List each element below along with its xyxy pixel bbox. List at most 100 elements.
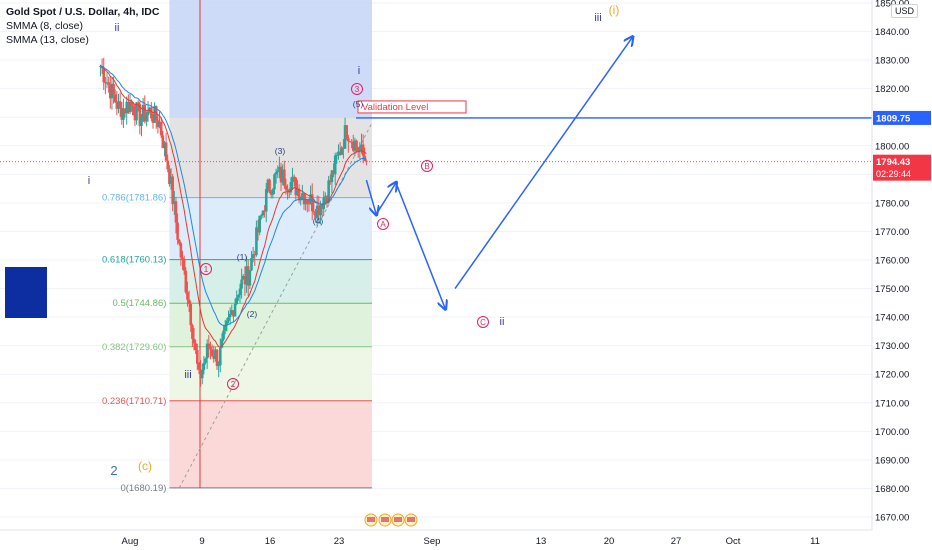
candle-body[interactable]: [148, 107, 151, 112]
candle-body[interactable]: [237, 295, 240, 298]
candle-body[interactable]: [264, 189, 268, 212]
candle-body[interactable]: [133, 115, 137, 121]
candle-body[interactable]: [281, 169, 284, 183]
candle-body[interactable]: [151, 118, 155, 123]
candle-body[interactable]: [289, 182, 293, 193]
candle-body[interactable]: [209, 346, 212, 350]
candle-body[interactable]: [112, 83, 115, 95]
candle-body[interactable]: [131, 105, 135, 116]
candle-body[interactable]: [266, 179, 270, 190]
candle-body[interactable]: [107, 82, 110, 85]
candle-body[interactable]: [169, 176, 173, 184]
candle-body[interactable]: [164, 142, 168, 161]
indicator-smma-8[interactable]: SMMA (8, close): [6, 20, 84, 32]
candle-body[interactable]: [356, 147, 360, 152]
candle-body[interactable]: [287, 189, 291, 193]
wave-label-roman[interactable]: iii: [184, 369, 191, 381]
wave-label-roman[interactable]: ii: [115, 22, 120, 34]
candle-body[interactable]: [343, 125, 347, 149]
candle-body[interactable]: [102, 68, 106, 83]
candle-body[interactable]: [143, 104, 147, 122]
candle-body[interactable]: [253, 254, 257, 256]
wave-label-circled-1[interactable]: 1: [204, 265, 209, 274]
candle-body[interactable]: [283, 169, 286, 186]
projection-arrow-3[interactable]: [395, 182, 445, 309]
candle-body[interactable]: [177, 239, 181, 244]
candle-body[interactable]: [220, 339, 224, 348]
candle-body[interactable]: [166, 160, 170, 170]
candle-body[interactable]: [158, 121, 161, 128]
candle-body[interactable]: [276, 170, 280, 173]
candle-body[interactable]: [319, 205, 322, 216]
candle-body[interactable]: [115, 102, 119, 109]
wave-label-minor[interactable]: (2): [247, 309, 258, 319]
candle-body[interactable]: [315, 205, 319, 219]
candle-body[interactable]: [263, 210, 266, 212]
candle-body[interactable]: [135, 102, 138, 121]
candle-body[interactable]: [279, 166, 283, 183]
candle-body[interactable]: [256, 227, 260, 233]
candle-body[interactable]: [294, 177, 298, 196]
candle-body[interactable]: [113, 94, 117, 103]
candle-body[interactable]: [189, 303, 193, 326]
candle-body[interactable]: [332, 170, 335, 175]
candle-body[interactable]: [207, 343, 211, 347]
candle-body[interactable]: [301, 193, 304, 197]
candle-body[interactable]: [307, 203, 311, 205]
candle-body[interactable]: [171, 176, 174, 205]
candle-body[interactable]: [125, 101, 129, 114]
candle-body[interactable]: [104, 82, 107, 84]
candle-body[interactable]: [159, 121, 163, 136]
candle-body[interactable]: [304, 199, 307, 205]
candle-body[interactable]: [255, 227, 258, 256]
indicator-smma-13[interactable]: SMMA (13, close): [6, 34, 89, 46]
candle-body[interactable]: [200, 369, 204, 379]
candle-body[interactable]: [248, 270, 252, 286]
candle-body[interactable]: [250, 258, 253, 271]
candle-body[interactable]: [338, 151, 342, 155]
wave-label-orange[interactable]: (i): [609, 3, 620, 17]
projection-arrow-1[interactable]: [365, 179, 376, 214]
candle-body[interactable]: [317, 205, 321, 216]
candle-body[interactable]: [136, 102, 140, 105]
candle-body[interactable]: [225, 320, 229, 326]
candle-body[interactable]: [233, 304, 237, 317]
candle-body[interactable]: [337, 151, 340, 156]
candle-body[interactable]: [273, 174, 276, 190]
candle-body[interactable]: [348, 141, 352, 143]
candle-body[interactable]: [212, 355, 216, 359]
candle-body[interactable]: [215, 349, 219, 366]
candle-body[interactable]: [191, 325, 194, 339]
candle-body[interactable]: [240, 279, 243, 289]
candle-body[interactable]: [335, 155, 339, 157]
smma-13-line[interactable]: [100, 65, 367, 326]
wave-label-roman[interactable]: ii: [500, 316, 505, 328]
candle-body[interactable]: [284, 185, 288, 190]
wave-label-roman[interactable]: i: [358, 65, 360, 77]
candle-body[interactable]: [269, 191, 273, 195]
candle-body[interactable]: [297, 188, 301, 201]
candle-body[interactable]: [333, 155, 337, 175]
candle-body[interactable]: [230, 310, 234, 314]
candle-body[interactable]: [327, 180, 330, 203]
wave-label-minor[interactable]: (3): [275, 146, 286, 156]
trend-dashed-line[interactable]: [178, 122, 373, 489]
candle-body[interactable]: [127, 101, 130, 113]
candle-body[interactable]: [306, 199, 309, 204]
candle-body[interactable]: [328, 180, 332, 183]
candle-body[interactable]: [105, 82, 109, 84]
candle-body[interactable]: [153, 106, 156, 123]
candle-body[interactable]: [241, 275, 245, 280]
symbol-title[interactable]: Gold Spot / U.S. Dollar, 4h, IDC: [6, 6, 160, 18]
candle-body[interactable]: [355, 140, 358, 148]
candle-body[interactable]: [202, 362, 206, 370]
candle-body[interactable]: [181, 257, 184, 259]
candle-body[interactable]: [196, 350, 199, 364]
candle-body[interactable]: [110, 83, 114, 99]
candle-body[interactable]: [130, 101, 133, 106]
candle-body[interactable]: [286, 189, 289, 191]
candle-body[interactable]: [228, 313, 232, 318]
candle-body[interactable]: [278, 166, 281, 171]
candle-body[interactable]: [238, 288, 242, 296]
